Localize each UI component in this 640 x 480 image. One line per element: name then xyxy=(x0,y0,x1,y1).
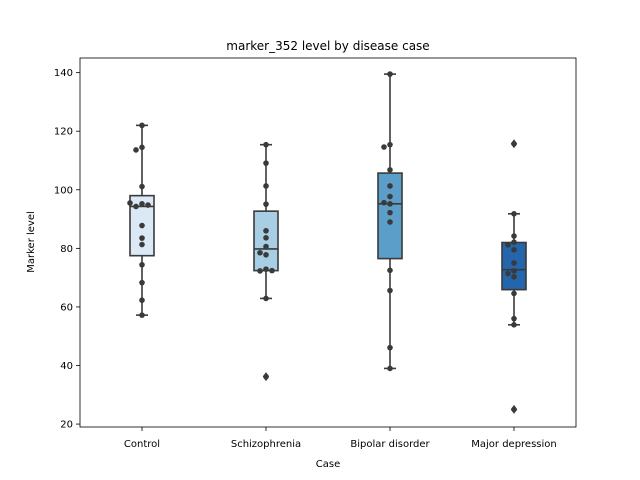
data-point xyxy=(263,266,269,272)
data-point xyxy=(387,209,393,216)
data-point xyxy=(263,252,269,258)
chart-title: marker_352 level by disease case xyxy=(226,39,429,53)
data-point xyxy=(387,344,393,351)
data-point xyxy=(511,321,517,328)
x-axis-title: Case xyxy=(316,459,340,470)
data-point xyxy=(387,201,393,207)
data-point xyxy=(263,201,269,207)
data-point xyxy=(511,211,517,217)
data-point xyxy=(139,222,145,229)
data-point xyxy=(263,227,269,234)
data-point xyxy=(263,160,269,166)
data-point xyxy=(139,261,145,268)
data-point xyxy=(139,122,145,129)
data-point xyxy=(139,241,145,248)
y-tick-label: 100 xyxy=(54,185,73,196)
x-tick-label: Control xyxy=(124,439,160,450)
data-point xyxy=(387,287,393,294)
data-point xyxy=(257,268,263,274)
data-point xyxy=(139,312,145,318)
y-tick-label: 60 xyxy=(60,302,73,313)
x-tick-label: Major depression xyxy=(471,439,557,450)
data-point xyxy=(387,193,393,200)
data-point xyxy=(381,144,387,150)
data-point xyxy=(387,167,393,173)
data-point xyxy=(511,247,517,253)
data-point xyxy=(511,268,517,274)
data-point xyxy=(133,147,139,153)
y-tick-label: 20 xyxy=(60,420,73,431)
data-point xyxy=(139,183,145,190)
data-point xyxy=(511,233,517,239)
plot-area xyxy=(127,71,527,414)
data-point xyxy=(263,235,269,241)
y-axis-title: Marker level xyxy=(26,211,37,273)
data-point xyxy=(263,373,269,380)
data-point xyxy=(511,406,517,413)
y-tick-label: 120 xyxy=(54,127,73,138)
data-point xyxy=(511,273,517,280)
plot-frame xyxy=(79,57,577,428)
data-point xyxy=(511,239,517,246)
data-point xyxy=(263,183,269,189)
y-tick-label: 40 xyxy=(60,361,73,372)
data-point xyxy=(387,71,393,77)
data-point xyxy=(387,219,393,225)
data-point xyxy=(505,242,511,248)
x-tick-label: Bipolar disorder xyxy=(350,439,430,450)
data-point xyxy=(139,201,145,207)
data-point xyxy=(139,297,145,303)
data-point xyxy=(257,249,263,256)
data-point xyxy=(139,279,145,286)
data-point xyxy=(263,243,269,250)
data-point xyxy=(263,295,269,302)
data-point xyxy=(269,267,275,274)
data-point xyxy=(387,267,393,274)
data-point xyxy=(139,144,145,151)
y-tick-label: 80 xyxy=(60,244,73,255)
x-tick-label: Schizophrenia xyxy=(231,439,301,450)
data-point xyxy=(145,202,151,208)
data-point xyxy=(511,141,517,147)
data-point xyxy=(511,260,517,266)
box xyxy=(253,210,279,272)
data-point xyxy=(139,235,145,241)
data-point xyxy=(387,141,393,148)
data-point xyxy=(133,203,139,210)
data-point xyxy=(381,199,387,206)
data-point xyxy=(511,290,517,297)
y-tick-label: 140 xyxy=(54,68,73,79)
data-point xyxy=(387,365,393,372)
data-point xyxy=(127,200,133,206)
data-point xyxy=(511,315,517,322)
data-point xyxy=(505,270,511,277)
data-point xyxy=(263,141,269,148)
data-point xyxy=(387,183,393,189)
